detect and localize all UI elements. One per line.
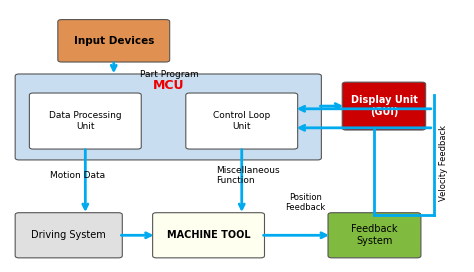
Text: Control Loop
Unit: Control Loop Unit bbox=[213, 111, 270, 131]
Text: Data Processing
Unit: Data Processing Unit bbox=[49, 111, 122, 131]
Text: Miscellaneous
Function: Miscellaneous Function bbox=[216, 166, 279, 185]
FancyBboxPatch shape bbox=[153, 213, 264, 258]
FancyBboxPatch shape bbox=[15, 213, 122, 258]
FancyBboxPatch shape bbox=[58, 20, 170, 62]
FancyBboxPatch shape bbox=[342, 82, 426, 130]
FancyBboxPatch shape bbox=[328, 213, 421, 258]
Text: MCU: MCU bbox=[153, 79, 184, 92]
FancyBboxPatch shape bbox=[15, 74, 321, 160]
Text: Driving System: Driving System bbox=[31, 230, 106, 240]
Text: Display Unit
(GUI): Display Unit (GUI) bbox=[350, 95, 418, 117]
Text: MACHINE TOOL: MACHINE TOOL bbox=[167, 230, 250, 240]
Text: Feedback
System: Feedback System bbox=[351, 224, 398, 246]
Text: Input Devices: Input Devices bbox=[73, 36, 154, 46]
Text: Position
Feedback: Position Feedback bbox=[286, 193, 326, 212]
FancyBboxPatch shape bbox=[186, 93, 298, 149]
Text: Velocity Feedback: Velocity Feedback bbox=[439, 125, 447, 201]
FancyBboxPatch shape bbox=[29, 93, 141, 149]
Text: Motion Data: Motion Data bbox=[50, 171, 105, 180]
Text: Part Program: Part Program bbox=[140, 70, 199, 79]
